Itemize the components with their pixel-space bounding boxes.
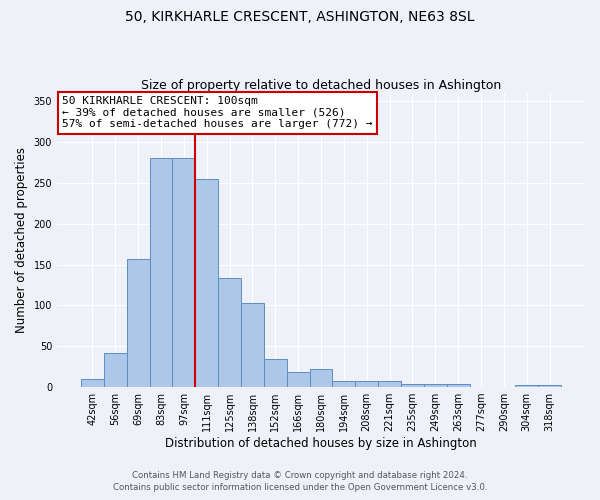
Text: Contains HM Land Registry data © Crown copyright and database right 2024.
Contai: Contains HM Land Registry data © Crown c… bbox=[113, 471, 487, 492]
Bar bbox=[218, 278, 241, 387]
Bar bbox=[355, 380, 378, 387]
Bar bbox=[172, 158, 196, 387]
Text: 50 KIRKHARLE CRESCENT: 100sqm
← 39% of detached houses are smaller (526)
57% of : 50 KIRKHARLE CRESCENT: 100sqm ← 39% of d… bbox=[62, 96, 373, 130]
Bar bbox=[424, 384, 447, 387]
Bar bbox=[127, 259, 149, 387]
Bar bbox=[538, 386, 561, 387]
Bar bbox=[149, 158, 172, 387]
Bar bbox=[401, 384, 424, 387]
X-axis label: Distribution of detached houses by size in Ashington: Distribution of detached houses by size … bbox=[165, 437, 477, 450]
Bar bbox=[310, 369, 332, 387]
Bar bbox=[196, 179, 218, 387]
Bar bbox=[104, 353, 127, 387]
Bar bbox=[81, 379, 104, 387]
Bar bbox=[287, 372, 310, 387]
Bar bbox=[447, 384, 470, 387]
Title: Size of property relative to detached houses in Ashington: Size of property relative to detached ho… bbox=[141, 79, 501, 92]
Bar bbox=[378, 380, 401, 387]
Bar bbox=[264, 358, 287, 387]
Bar bbox=[332, 380, 355, 387]
Y-axis label: Number of detached properties: Number of detached properties bbox=[15, 147, 28, 333]
Text: 50, KIRKHARLE CRESCENT, ASHINGTON, NE63 8SL: 50, KIRKHARLE CRESCENT, ASHINGTON, NE63 … bbox=[125, 10, 475, 24]
Bar bbox=[241, 303, 264, 387]
Bar bbox=[515, 384, 538, 387]
